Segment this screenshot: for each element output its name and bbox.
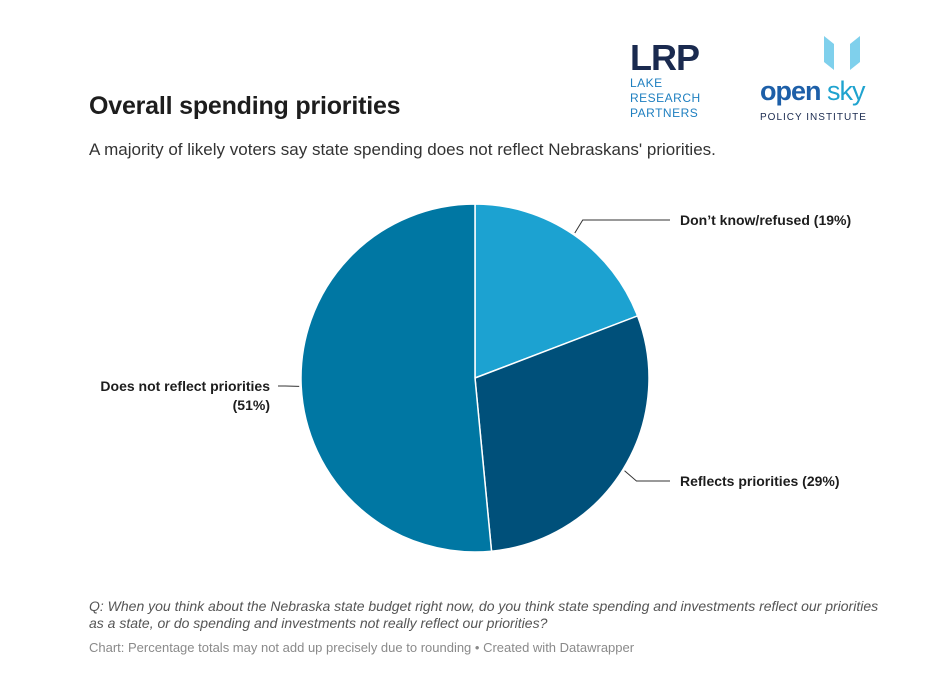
lrp-logo-line-2: RESEARCH xyxy=(630,91,701,105)
leader-line-1 xyxy=(624,470,670,482)
pie-slice-reflects-priorities xyxy=(474,314,650,553)
lrp-logo-line-3: PARTNERS xyxy=(630,106,699,120)
opensky-open: open xyxy=(760,76,821,106)
chart-title: Overall spending priorities xyxy=(89,92,401,120)
pie-slice-does-not-reflect-priorities xyxy=(300,203,493,553)
slice-label-2-0: Does not reflect priorities xyxy=(100,378,270,394)
pie-slice-don-t-know-refused xyxy=(474,203,639,380)
opensky-mark-icon xyxy=(824,36,860,70)
opensky-wordmark: open sky xyxy=(760,76,866,107)
slice-label-2-1: (51%) xyxy=(233,397,270,413)
opensky-subtitle: POLICY INSTITUTE xyxy=(760,112,867,123)
leader-line-0 xyxy=(574,219,670,234)
opensky-logo: open sky POLICY INSTITUTE xyxy=(760,36,870,126)
lrp-logo-line-1: LAKE xyxy=(630,76,663,90)
chart-notes: Chart: Percentage totals may not add up … xyxy=(89,640,635,655)
opensky-sky: sky xyxy=(827,76,865,106)
slice-label-0-0: Don’t know/refused (19%) xyxy=(680,212,851,228)
survey-question: Q: When you think about the Nebraska sta… xyxy=(89,598,879,631)
slice-label-1-0: Reflects priorities (29%) xyxy=(680,473,840,489)
lrp-logo: LRP LAKE RESEARCH PARTNERS xyxy=(630,40,710,121)
chart-subtitle: A majority of likely voters say state sp… xyxy=(89,140,716,159)
lrp-logo-mark: LRP xyxy=(630,37,700,78)
